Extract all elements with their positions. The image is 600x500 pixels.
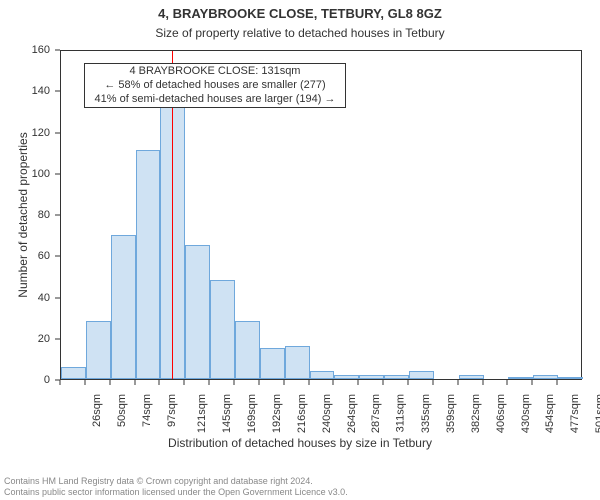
x-tick-mark <box>258 380 259 385</box>
y-tick-mark <box>55 91 60 92</box>
histogram-bar <box>185 245 210 379</box>
x-tick-label: 430sqm <box>520 394 532 433</box>
annotation-line: 41% of semi-detached houses are larger (… <box>88 93 342 107</box>
histogram-bar <box>558 377 583 379</box>
histogram-bar <box>260 348 285 379</box>
x-tick-label: 97sqm <box>166 394 178 427</box>
chart-title: 4, BRAYBROOKE CLOSE, TETBURY, GL8 8GZ <box>0 6 600 21</box>
x-axis-label: Distribution of detached houses by size … <box>0 436 600 450</box>
histogram-bar <box>508 377 533 379</box>
y-tick-label: 60 <box>0 250 50 262</box>
x-tick-label: 240sqm <box>321 394 333 433</box>
histogram-bar <box>160 86 185 379</box>
histogram-bar <box>334 375 359 379</box>
y-tick-mark <box>55 50 60 51</box>
x-tick-label: 50sqm <box>116 394 128 427</box>
histogram-bar <box>310 371 335 379</box>
x-tick-mark <box>482 380 483 385</box>
x-tick-label: 406sqm <box>495 394 507 433</box>
x-tick-mark <box>283 380 284 385</box>
x-tick-mark <box>432 380 433 385</box>
y-tick-label: 0 <box>0 374 50 386</box>
x-tick-label: 477sqm <box>569 394 581 433</box>
x-tick-label: 145sqm <box>221 394 233 433</box>
x-tick-mark <box>109 380 110 385</box>
histogram-bar <box>136 150 161 379</box>
footer-line: Contains HM Land Registry data © Crown c… <box>4 476 348 487</box>
x-tick-mark <box>507 380 508 385</box>
footer-line: Contains public sector information licen… <box>4 487 348 498</box>
histogram-bar <box>533 375 558 379</box>
y-tick-label: 100 <box>0 168 50 180</box>
y-tick-mark <box>55 132 60 133</box>
y-tick-label: 80 <box>0 209 50 221</box>
chart-subtitle: Size of property relative to detached ho… <box>0 26 600 40</box>
x-tick-label: 454sqm <box>545 394 557 433</box>
x-tick-label: 311sqm <box>395 394 407 432</box>
x-tick-mark <box>234 380 235 385</box>
histogram-bar <box>285 346 310 379</box>
histogram-bar <box>459 375 484 379</box>
x-tick-label: 359sqm <box>445 394 457 433</box>
histogram-bar <box>235 321 260 379</box>
x-tick-mark <box>308 380 309 385</box>
x-tick-mark <box>457 380 458 385</box>
x-tick-label: 264sqm <box>346 394 358 433</box>
x-tick-mark <box>358 380 359 385</box>
y-tick-mark <box>55 173 60 174</box>
x-tick-label: 216sqm <box>296 394 308 433</box>
y-tick-label: 140 <box>0 85 50 97</box>
x-tick-label: 382sqm <box>470 394 482 433</box>
x-tick-mark <box>209 380 210 385</box>
x-tick-label: 74sqm <box>141 394 153 427</box>
annotation-line: ← 58% of detached houses are smaller (27… <box>88 79 342 93</box>
annotation-line: 4 BRAYBROOKE CLOSE: 131sqm <box>88 65 342 79</box>
x-tick-mark <box>383 380 384 385</box>
y-tick-mark <box>55 215 60 216</box>
y-tick-mark <box>55 297 60 298</box>
x-tick-mark <box>60 380 61 385</box>
x-tick-mark <box>532 380 533 385</box>
histogram-bar <box>409 371 434 379</box>
x-tick-mark <box>557 380 558 385</box>
y-tick-mark <box>55 338 60 339</box>
chart-container: { "chart": { "type": "histogram", "title… <box>0 0 600 500</box>
y-tick-label: 20 <box>0 333 50 345</box>
histogram-bar <box>359 375 384 379</box>
y-tick-mark <box>55 256 60 257</box>
histogram-bar <box>384 375 409 379</box>
x-tick-label: 335sqm <box>420 394 432 433</box>
x-tick-mark <box>184 380 185 385</box>
x-tick-label: 26sqm <box>91 394 103 427</box>
y-tick-label: 40 <box>0 292 50 304</box>
histogram-bar <box>61 367 86 379</box>
x-tick-label: 121sqm <box>197 394 209 433</box>
x-tick-label: 287sqm <box>371 394 383 433</box>
x-tick-mark <box>134 380 135 385</box>
x-tick-label: 169sqm <box>246 394 258 433</box>
x-tick-mark <box>333 380 334 385</box>
x-tick-label: 192sqm <box>271 394 283 433</box>
histogram-bar <box>111 235 136 379</box>
x-tick-label: 501sqm <box>594 394 600 433</box>
y-tick-label: 160 <box>0 44 50 56</box>
histogram-bar <box>86 321 111 379</box>
y-tick-label: 120 <box>0 127 50 139</box>
x-tick-mark <box>159 380 160 385</box>
x-tick-mark <box>84 380 85 385</box>
footer-credits: Contains HM Land Registry data © Crown c… <box>4 476 348 498</box>
histogram-bar <box>210 280 235 379</box>
x-tick-mark <box>408 380 409 385</box>
annotation-box: 4 BRAYBROOKE CLOSE: 131sqm ← 58% of deta… <box>84 63 346 108</box>
